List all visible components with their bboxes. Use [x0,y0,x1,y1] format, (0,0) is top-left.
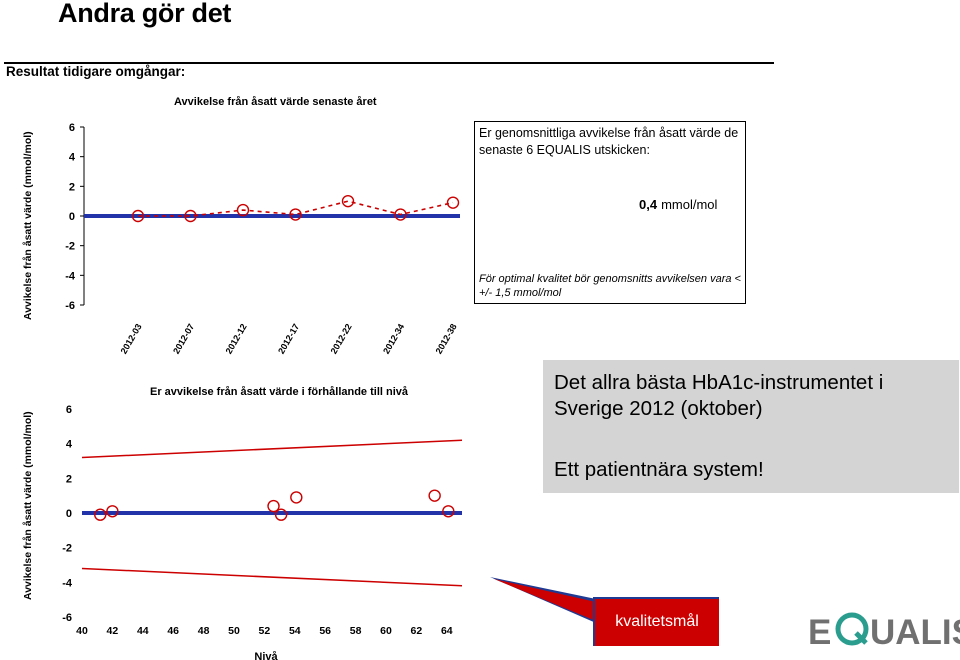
chart2-x-tick-label: 62 [411,625,423,637]
average-deviation-box: Er genomsnittliga avvikelse från åsatt v… [474,121,746,304]
chart1-data-point [341,194,355,208]
chart2-x-tick-label: 52 [259,625,271,637]
chart2-x-tick-label: 50 [228,625,240,637]
chart2-x-tick-label: 40 [76,625,88,637]
highlight-line-2: Ett patientnära system! [554,458,764,481]
chart2-limit-line [81,439,463,459]
chart2-x-tick-label: 42 [107,625,119,637]
chart1-x-tick-label: 2012-12 [224,322,249,356]
chart2-y-tick-label: -6 [62,612,72,624]
chart2-limit-line [81,567,463,587]
chart1-series-line [138,200,454,217]
chart2-x-tick-label: 64 [441,625,453,637]
chart2-data-point [442,505,455,518]
chart1-x-tick-label: 2012-07 [171,322,196,356]
chart2-x-tick-label: 58 [350,625,362,637]
chart2-data-point [428,489,441,502]
chart2-x-tick-label: 44 [137,625,149,637]
callout-pointer [490,577,596,623]
chart1-x-tick-label: 2012-22 [329,322,354,356]
chart1-x-tick-label: 2012-03 [119,322,144,356]
heading-rule [4,62,774,64]
chart2-title: Er avvikelse från åsatt värde i förhålla… [150,386,409,398]
callout-label: kvalitetsmål [615,613,699,630]
chart1-data-point [184,209,197,223]
callout-box: kvalitetsmål [593,597,719,646]
chart2-data-point [94,508,107,521]
chart2-y-tick-label: -2 [62,543,72,555]
chart2-x-tick-label: 48 [198,625,210,637]
chart1-y-tick-label: -6 [65,300,75,312]
chart2-data-point [267,499,280,513]
chart2-data-point [290,491,303,504]
chart1-data-point [236,203,250,217]
chart1-x-tick-label: 2012-34 [381,322,406,356]
chart1-y-tick-label: 2 [69,181,75,193]
chart1-y-tick-label: 6 [69,122,75,134]
chart2-y-tick-label: -4 [62,577,73,589]
chart1-data-point [394,208,407,221]
slide-title: Andra gör det [58,0,232,28]
chart1-y-tick-label: -4 [65,270,76,282]
chart2-data-point [274,508,288,521]
chart1-x-tick-label: 2012-38 [434,322,459,356]
logo-q-mark [835,612,869,646]
chart1-data-point [131,209,145,223]
chart2-y-tick-label: 0 [66,508,72,520]
chart2-x-axis-label: Nivå [254,651,278,660]
chart1-y-tick-label: -2 [65,241,75,253]
chart2-data-point [106,505,119,518]
chart2-y-tick-label: 6 [66,404,72,416]
svg-text:E: E [808,613,831,652]
average-deviation-unit: mmol/mol [661,197,718,212]
chart1-title: Avvikelse från åsatt värde senaste året [174,96,377,108]
quality-note: För optimal kvalitet bör genomsnitts avv… [479,273,741,299]
chart2-y-tick-label: 4 [66,439,73,451]
chart1-data-point [446,196,460,209]
chart2-y-tick-label: 2 [66,473,72,485]
svg-text:UALIS: UALIS [870,613,960,652]
chart2-x-tick-label: 46 [167,625,179,637]
highlight-box: Det allra bästa HbA1c-instrumentet i Sve… [543,360,959,493]
chart2-x-tick-label: 60 [380,625,392,637]
equalis-logo: E UALIS [808,612,960,652]
average-deviation-question: Er genomsnittliga avvikelse från åsatt v… [479,126,739,157]
average-deviation-value-row: 0,4 mmol/mol [639,197,717,212]
highlight-line-1: Det allra bästa HbA1c-instrumentet i Sve… [554,371,884,420]
chart1-plot: 6 4 2 0 -2 -4 -6 2012-03 2012-07 2012-12 2012-17 20… [65,122,460,356]
chart2-x-tick-label: 56 [319,625,331,637]
chart1-data-point [289,208,302,221]
chart2-x-tick-label: 54 [289,625,301,637]
chart1-y-tick-label: 0 [69,211,75,223]
chart1-x-tick-label: 2012-17 [276,322,301,356]
average-deviation-value: 0,4 [639,197,658,212]
section-heading: Resultat tidigare omgångar: [6,64,186,79]
chart1-y-tick-label: 4 [69,152,76,164]
